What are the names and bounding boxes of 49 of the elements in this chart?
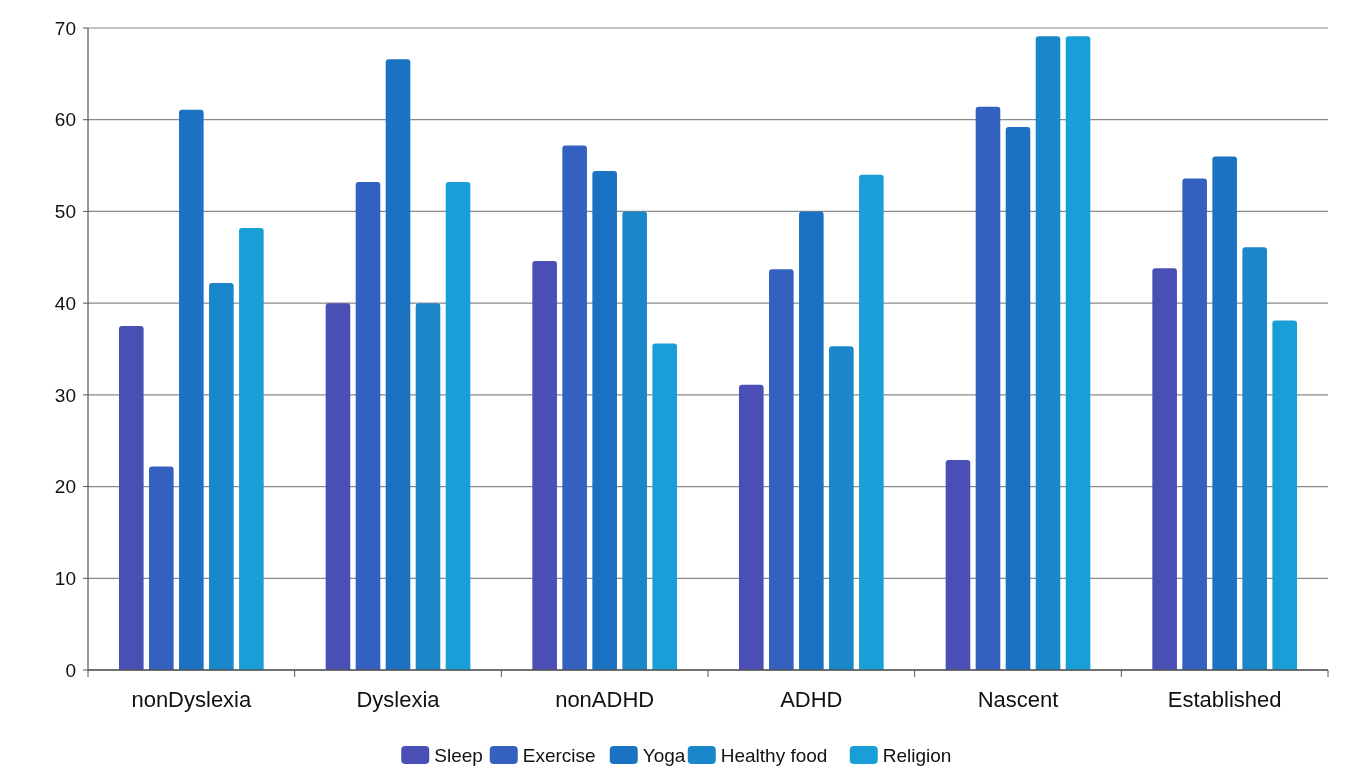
bar bbox=[179, 109, 204, 670]
bar bbox=[769, 269, 794, 670]
bar bbox=[415, 303, 441, 670]
y-tick-label: 0 bbox=[65, 659, 76, 681]
y-tick-label: 70 bbox=[54, 17, 76, 39]
y-tick-label: 50 bbox=[54, 201, 76, 223]
y-tick-label: 40 bbox=[54, 292, 76, 314]
bar bbox=[385, 59, 411, 670]
x-tick-label: nonDyslexia bbox=[131, 687, 253, 712]
bar bbox=[532, 260, 557, 670]
bar bbox=[622, 211, 647, 670]
bar bbox=[1065, 36, 1091, 670]
bar bbox=[119, 326, 144, 670]
bar bbox=[562, 145, 587, 670]
x-tick-label: Nascent bbox=[977, 687, 1059, 712]
bar bbox=[592, 171, 617, 670]
x-tick-label: Dyslexia bbox=[356, 687, 441, 712]
bar bbox=[829, 346, 854, 670]
bar bbox=[325, 303, 351, 670]
bar bbox=[799, 211, 824, 670]
bar bbox=[1272, 320, 1297, 670]
bar bbox=[1005, 127, 1031, 670]
bar bbox=[209, 282, 234, 670]
bar bbox=[1242, 247, 1267, 670]
y-tick-label: 60 bbox=[54, 109, 76, 131]
bar bbox=[1035, 36, 1061, 670]
bar bbox=[445, 182, 471, 670]
bar bbox=[859, 174, 884, 670]
legend-label: Religion bbox=[882, 744, 952, 766]
bar bbox=[739, 384, 764, 670]
bar bbox=[945, 459, 971, 670]
legend-label: Exercise bbox=[522, 744, 596, 766]
y-tick-label: 20 bbox=[54, 476, 76, 498]
x-tick-label: ADHD bbox=[780, 687, 843, 712]
bar bbox=[1212, 156, 1237, 670]
legend-label: Yoga bbox=[642, 744, 686, 766]
x-tick-label: nonADHD bbox=[555, 687, 655, 712]
legend-label: Sleep bbox=[434, 744, 483, 766]
bar bbox=[239, 227, 264, 670]
bar bbox=[1152, 268, 1177, 670]
bar bbox=[975, 106, 1001, 670]
bar bbox=[149, 466, 174, 670]
bar bbox=[652, 343, 677, 670]
x-tick-label: Established bbox=[1167, 687, 1282, 712]
bar bbox=[1182, 178, 1207, 670]
y-tick-label: 30 bbox=[54, 384, 76, 406]
legend-label: Healthy food bbox=[720, 744, 828, 766]
bar bbox=[355, 182, 381, 670]
y-tick-label: 10 bbox=[54, 567, 76, 589]
